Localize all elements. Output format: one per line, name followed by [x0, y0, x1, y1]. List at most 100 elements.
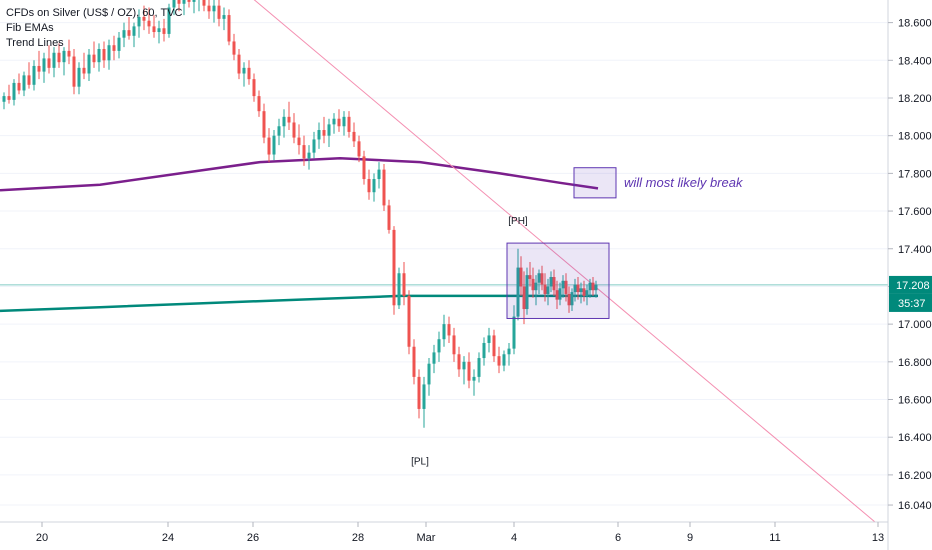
- price-axis[interactable]: 18.600 18.400 18.200 18.000 17.800 17.600 17.4…: [888, 18, 932, 512]
- candle-body: [357, 141, 361, 157]
- candle-body: [387, 205, 391, 230]
- candle: [152, 15, 156, 38]
- current-price-label: 17.208: [896, 280, 930, 292]
- candle: [362, 150, 366, 185]
- trend-line[interactable]: [250, 0, 876, 522]
- candle: [187, 0, 191, 8]
- candle-body: [549, 277, 553, 287]
- y-tick-label: 16.800: [898, 357, 932, 369]
- candle-body: [507, 348, 511, 355]
- candle-body: [447, 324, 451, 336]
- candle-body: [157, 28, 161, 33]
- candle: [477, 352, 481, 383]
- candle-body: [462, 361, 466, 370]
- symbol-title[interactable]: CFDs on Silver (US$ / OZ), 60, TVC: [6, 7, 183, 19]
- break-box[interactable]: [573, 167, 617, 199]
- candle: [222, 7, 226, 31]
- candle: [377, 162, 381, 189]
- candle-body: [57, 52, 61, 63]
- candle-body: [543, 284, 547, 294]
- candle-body: [537, 273, 541, 283]
- candle-body: [32, 65, 36, 85]
- y-tick-label: 17.800: [898, 168, 932, 180]
- candle-body: [257, 96, 261, 112]
- indicator-trend-lines[interactable]: Trend Lines: [6, 37, 64, 49]
- x-tick-label: 28: [352, 532, 364, 544]
- candle-body: [242, 67, 246, 74]
- indicator-fib-emas[interactable]: Fib EMAs: [6, 22, 54, 34]
- candle-body: [519, 267, 523, 287]
- x-tick-label: 24: [162, 532, 174, 544]
- y-tick-label: 17.400: [898, 244, 932, 256]
- candle: [107, 39, 111, 70]
- candle: [42, 52, 46, 83]
- x-tick-label: 4: [511, 532, 517, 544]
- candle: [407, 290, 411, 355]
- candle-body: [227, 15, 231, 42]
- candle-body: [546, 286, 550, 294]
- x-tick-label: 26: [247, 532, 259, 544]
- candle: [337, 109, 341, 132]
- candle: [467, 352, 471, 389]
- candle-body: [588, 282, 592, 291]
- candle: [292, 113, 296, 144]
- x-tick-label: 6: [615, 532, 621, 544]
- candle-body: [272, 135, 276, 155]
- candle-body: [540, 273, 544, 285]
- candle-body: [22, 75, 26, 91]
- candle: [397, 267, 401, 310]
- candle-body: [47, 58, 51, 68]
- time-axis[interactable]: 20 24 26 28 Mar 4 6 9 11 13: [36, 522, 884, 544]
- candle-body: [307, 152, 311, 159]
- countdown-bg: [889, 293, 932, 312]
- candle-body: [367, 179, 371, 193]
- candle: [462, 356, 466, 385]
- candle: [237, 48, 241, 80]
- candle-body: [287, 116, 291, 123]
- candle: [402, 261, 406, 306]
- candle-body: [147, 20, 151, 27]
- y-tick-label: 17.000: [898, 319, 932, 331]
- candle: [247, 60, 251, 85]
- candle-body: [570, 292, 574, 306]
- candle-body: [247, 67, 251, 80]
- candle-body: [397, 273, 401, 306]
- candle-body: [7, 96, 11, 100]
- y-tick-label: 16.400: [898, 432, 932, 444]
- candle-body: [152, 26, 156, 33]
- candle: [516, 248, 520, 321]
- candle: [287, 101, 291, 131]
- candle: [457, 346, 461, 377]
- candle-body: [552, 277, 556, 291]
- candle: [519, 256, 523, 296]
- candle-body: [497, 356, 501, 366]
- candle-body: [337, 118, 341, 127]
- candle: [525, 267, 529, 315]
- plot-background: [0, 0, 888, 522]
- candle: [202, 0, 206, 12]
- x-tick-label: 20: [36, 532, 48, 544]
- candle: [172, 0, 176, 16]
- candle-body: [137, 16, 141, 27]
- annotation-text[interactable]: will most likely break: [624, 175, 744, 190]
- candle-body: [82, 67, 86, 74]
- candle-body: [522, 286, 526, 310]
- candle-body: [37, 65, 41, 72]
- candle-body: [162, 28, 166, 34]
- candle: [482, 337, 486, 366]
- candle: [442, 314, 446, 347]
- candle: [555, 280, 559, 310]
- candle-body: [217, 5, 221, 19]
- candle: [422, 376, 426, 428]
- candle: [272, 130, 276, 161]
- consolidation-box[interactable]: [506, 242, 610, 319]
- candle-body: [207, 5, 211, 12]
- candle-body: [222, 15, 226, 19]
- candle: [207, 0, 211, 19]
- candle-body: [412, 346, 416, 377]
- candle-body: [97, 48, 101, 63]
- candle: [127, 16, 131, 40]
- candle-body: [512, 316, 516, 349]
- candle-body: [422, 384, 426, 409]
